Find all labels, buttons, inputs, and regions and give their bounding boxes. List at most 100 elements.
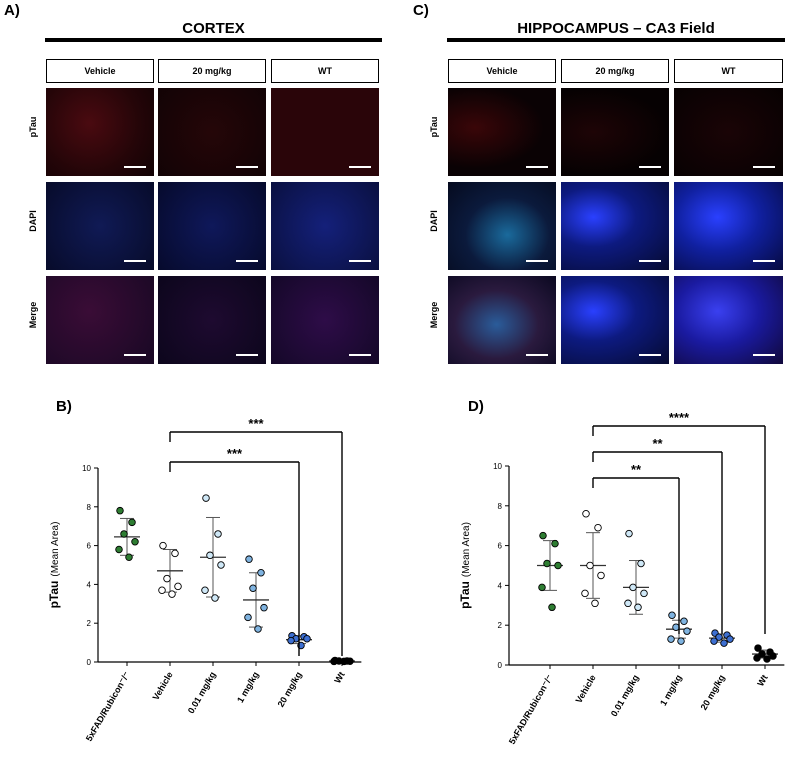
y-axis-title-unit: (Mean Area)	[461, 522, 472, 577]
panel-c-letter: C)	[413, 2, 429, 19]
data-point	[548, 603, 556, 612]
cortex-merge-wt-image	[271, 276, 379, 364]
x-tick-label: Vehicle	[151, 670, 175, 702]
hippo-row-ptau: pTau	[429, 116, 439, 138]
data-point	[125, 553, 133, 561]
data-point	[581, 589, 589, 598]
data-point	[211, 594, 219, 602]
panel-a-rule	[45, 38, 382, 42]
data-point	[158, 586, 166, 594]
cortex-row-dapi: DAPI	[28, 210, 38, 232]
x-tick-label: 0.01 mg/kg	[186, 670, 218, 715]
x-tick-label: 5xFAD/Rubicon⁻/⁻	[507, 673, 555, 746]
sig-stars: **	[652, 436, 663, 451]
data-point	[769, 652, 777, 660]
hippo-row-merge: Merge	[429, 301, 439, 329]
data-point	[287, 636, 295, 645]
panel-b-letter: B)	[56, 398, 72, 415]
hippo-dapi-vehicle-image	[448, 182, 556, 270]
y-tick-label: 4	[498, 581, 503, 590]
data-point	[597, 571, 605, 580]
cortex-merge-20mgkg-image	[158, 276, 266, 364]
data-point	[217, 561, 225, 569]
panel-a-title: CORTEX	[182, 20, 245, 37]
y-tick-label: 0	[498, 661, 503, 670]
y-tick-label: 8	[498, 502, 503, 511]
data-point	[244, 613, 252, 622]
data-point	[629, 583, 637, 592]
data-point	[582, 510, 590, 518]
data-point	[637, 559, 645, 568]
y-axis-title-bold: pTau	[458, 581, 472, 609]
data-point	[538, 583, 546, 592]
panel-c-title: HIPPOCAMPUS – CA3 Field	[517, 20, 715, 37]
data-point	[677, 637, 685, 645]
data-point	[624, 599, 632, 608]
data-point	[726, 635, 734, 643]
data-point	[594, 523, 602, 532]
y-axis-title: pTau (Mean Area)	[458, 522, 472, 609]
cortex-dapi-vehicle-image	[46, 182, 154, 270]
y-tick-label: 2	[87, 619, 92, 628]
cortex-ptau-wt-image	[271, 88, 379, 176]
data-point	[330, 657, 338, 666]
cortex-ptau-vehicle-image	[46, 88, 154, 176]
x-tick-label: 1 mg/kg	[235, 670, 261, 704]
y-tick-label: 8	[87, 503, 92, 512]
data-point	[551, 539, 559, 548]
data-point	[260, 603, 268, 612]
hippo-col-20mgkg: 20 mg/kg	[561, 59, 669, 83]
cortex-merge-vehicle-image	[46, 276, 154, 364]
data-point	[640, 589, 648, 598]
data-point	[116, 506, 124, 515]
data-point	[214, 530, 222, 538]
cortex-col-wt: WT	[271, 59, 379, 83]
data-point	[120, 530, 128, 538]
data-point	[753, 654, 761, 662]
cortex-dapi-20mgkg-image	[158, 182, 266, 270]
y-tick-label: 6	[498, 542, 503, 551]
y-tick-label: 10	[493, 462, 502, 471]
data-point	[554, 561, 562, 570]
x-tick-label: 20 mg/kg	[699, 673, 727, 712]
hippo-merge-vehicle-image	[448, 276, 556, 364]
data-point	[680, 617, 688, 625]
data-point	[202, 494, 210, 502]
data-point	[115, 545, 123, 554]
sig-stars: ****	[669, 410, 690, 425]
data-point	[201, 586, 209, 594]
data-point	[340, 657, 348, 666]
data-point	[543, 559, 551, 568]
sig-stars: ***	[248, 416, 264, 431]
panel-d-letter: D)	[468, 398, 484, 415]
x-tick-label: Vehicle	[574, 673, 598, 705]
data-point	[131, 537, 139, 546]
y-tick-label: 2	[498, 621, 503, 630]
data-point	[683, 627, 691, 635]
data-point	[586, 561, 594, 570]
hippo-ptau-20mgkg-image	[561, 88, 669, 176]
panel-a-letter: A)	[4, 2, 20, 19]
hippo-dapi-20mgkg-image	[561, 182, 669, 270]
x-tick-label: 20 mg/kg	[276, 670, 304, 709]
y-tick-label: 4	[87, 580, 92, 589]
hippo-merge-20mgkg-image	[561, 276, 669, 364]
x-tick-label: 1 mg/kg	[658, 673, 684, 707]
data-point	[168, 590, 176, 598]
data-point	[539, 531, 547, 540]
data-point	[634, 603, 642, 612]
x-tick-label: Wt	[755, 673, 769, 688]
data-point	[163, 574, 171, 583]
data-point	[668, 611, 676, 619]
cortex-dapi-wt-image	[271, 182, 379, 270]
data-point	[257, 569, 265, 577]
x-tick-label: 0.01 mg/kg	[609, 673, 641, 718]
hippo-merge-wt-image	[674, 276, 783, 364]
y-tick-label: 10	[82, 464, 91, 473]
y-tick-label: 0	[87, 658, 92, 667]
cortex-row-ptau: pTau	[28, 116, 38, 138]
data-point	[591, 599, 599, 608]
panel-c-rule	[447, 38, 785, 42]
data-point	[667, 635, 675, 643]
hippo-col-vehicle: Vehicle	[448, 59, 556, 83]
